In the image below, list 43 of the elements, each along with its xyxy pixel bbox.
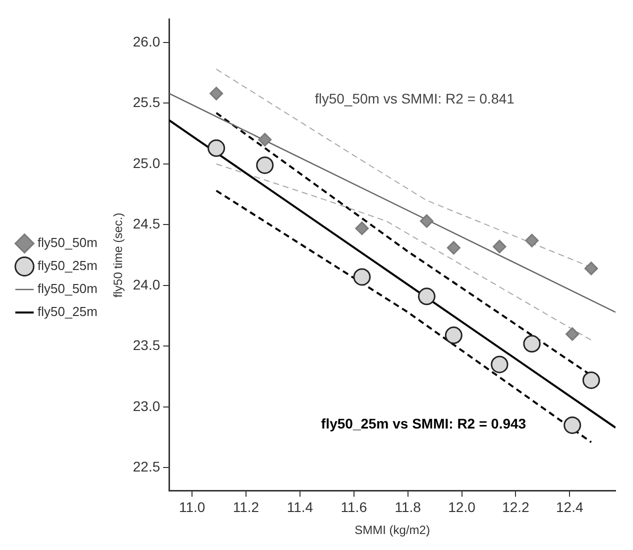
point <box>564 416 582 434</box>
point <box>256 156 274 174</box>
point <box>208 139 226 157</box>
point <box>446 241 460 255</box>
point <box>525 234 539 248</box>
x-tick-label: 11.8 <box>394 499 422 516</box>
y-tick-label: 25.5 <box>132 94 160 110</box>
point <box>353 268 371 286</box>
point <box>418 288 436 306</box>
x-tick-label: 12.2 <box>502 499 530 516</box>
annotation: fly50_25m vs SMMI: R2 = 0.943 <box>321 416 526 432</box>
x-tick-label: 11.0 <box>178 499 206 516</box>
point <box>210 86 224 100</box>
y-tick-label: 22.5 <box>132 458 160 475</box>
point <box>258 132 272 146</box>
legend-label: fly50_50m <box>38 281 98 296</box>
legend-label: fly50_50m <box>38 235 98 250</box>
x-tick-label: 12.4 <box>556 499 584 516</box>
x-tick-label: 12.0 <box>448 499 476 516</box>
point <box>420 214 434 228</box>
y-tick-label: 23.0 <box>132 398 160 414</box>
y-tick-label: 26.0 <box>132 33 160 50</box>
y-tick-label: 23.5 <box>132 337 160 354</box>
point <box>444 326 462 344</box>
legend-label: fly50_25m <box>38 258 98 274</box>
y-tick-label: 25.0 <box>132 154 160 171</box>
x-tick-label: 11.4 <box>286 499 314 516</box>
y-axis-title: fly50 time (sec.) <box>110 212 125 298</box>
x-axis-title: SMMI (kg/m2) <box>354 523 430 538</box>
legend-label: fly50_25m <box>38 304 98 320</box>
point <box>566 327 580 341</box>
x-tick-label: 11.6 <box>340 499 368 516</box>
line-series <box>216 163 592 341</box>
y-tick-label: 24.0 <box>132 276 160 292</box>
point <box>582 371 600 389</box>
point <box>584 262 598 276</box>
y-tick-label: 24.5 <box>132 216 160 232</box>
point <box>523 335 541 353</box>
x-tick-label: 11.2 <box>232 499 260 516</box>
point <box>492 240 506 254</box>
annotation: fly50_50m vs SMMI: R2 = 0.841 <box>314 90 515 106</box>
point <box>490 356 508 374</box>
point <box>355 222 369 236</box>
